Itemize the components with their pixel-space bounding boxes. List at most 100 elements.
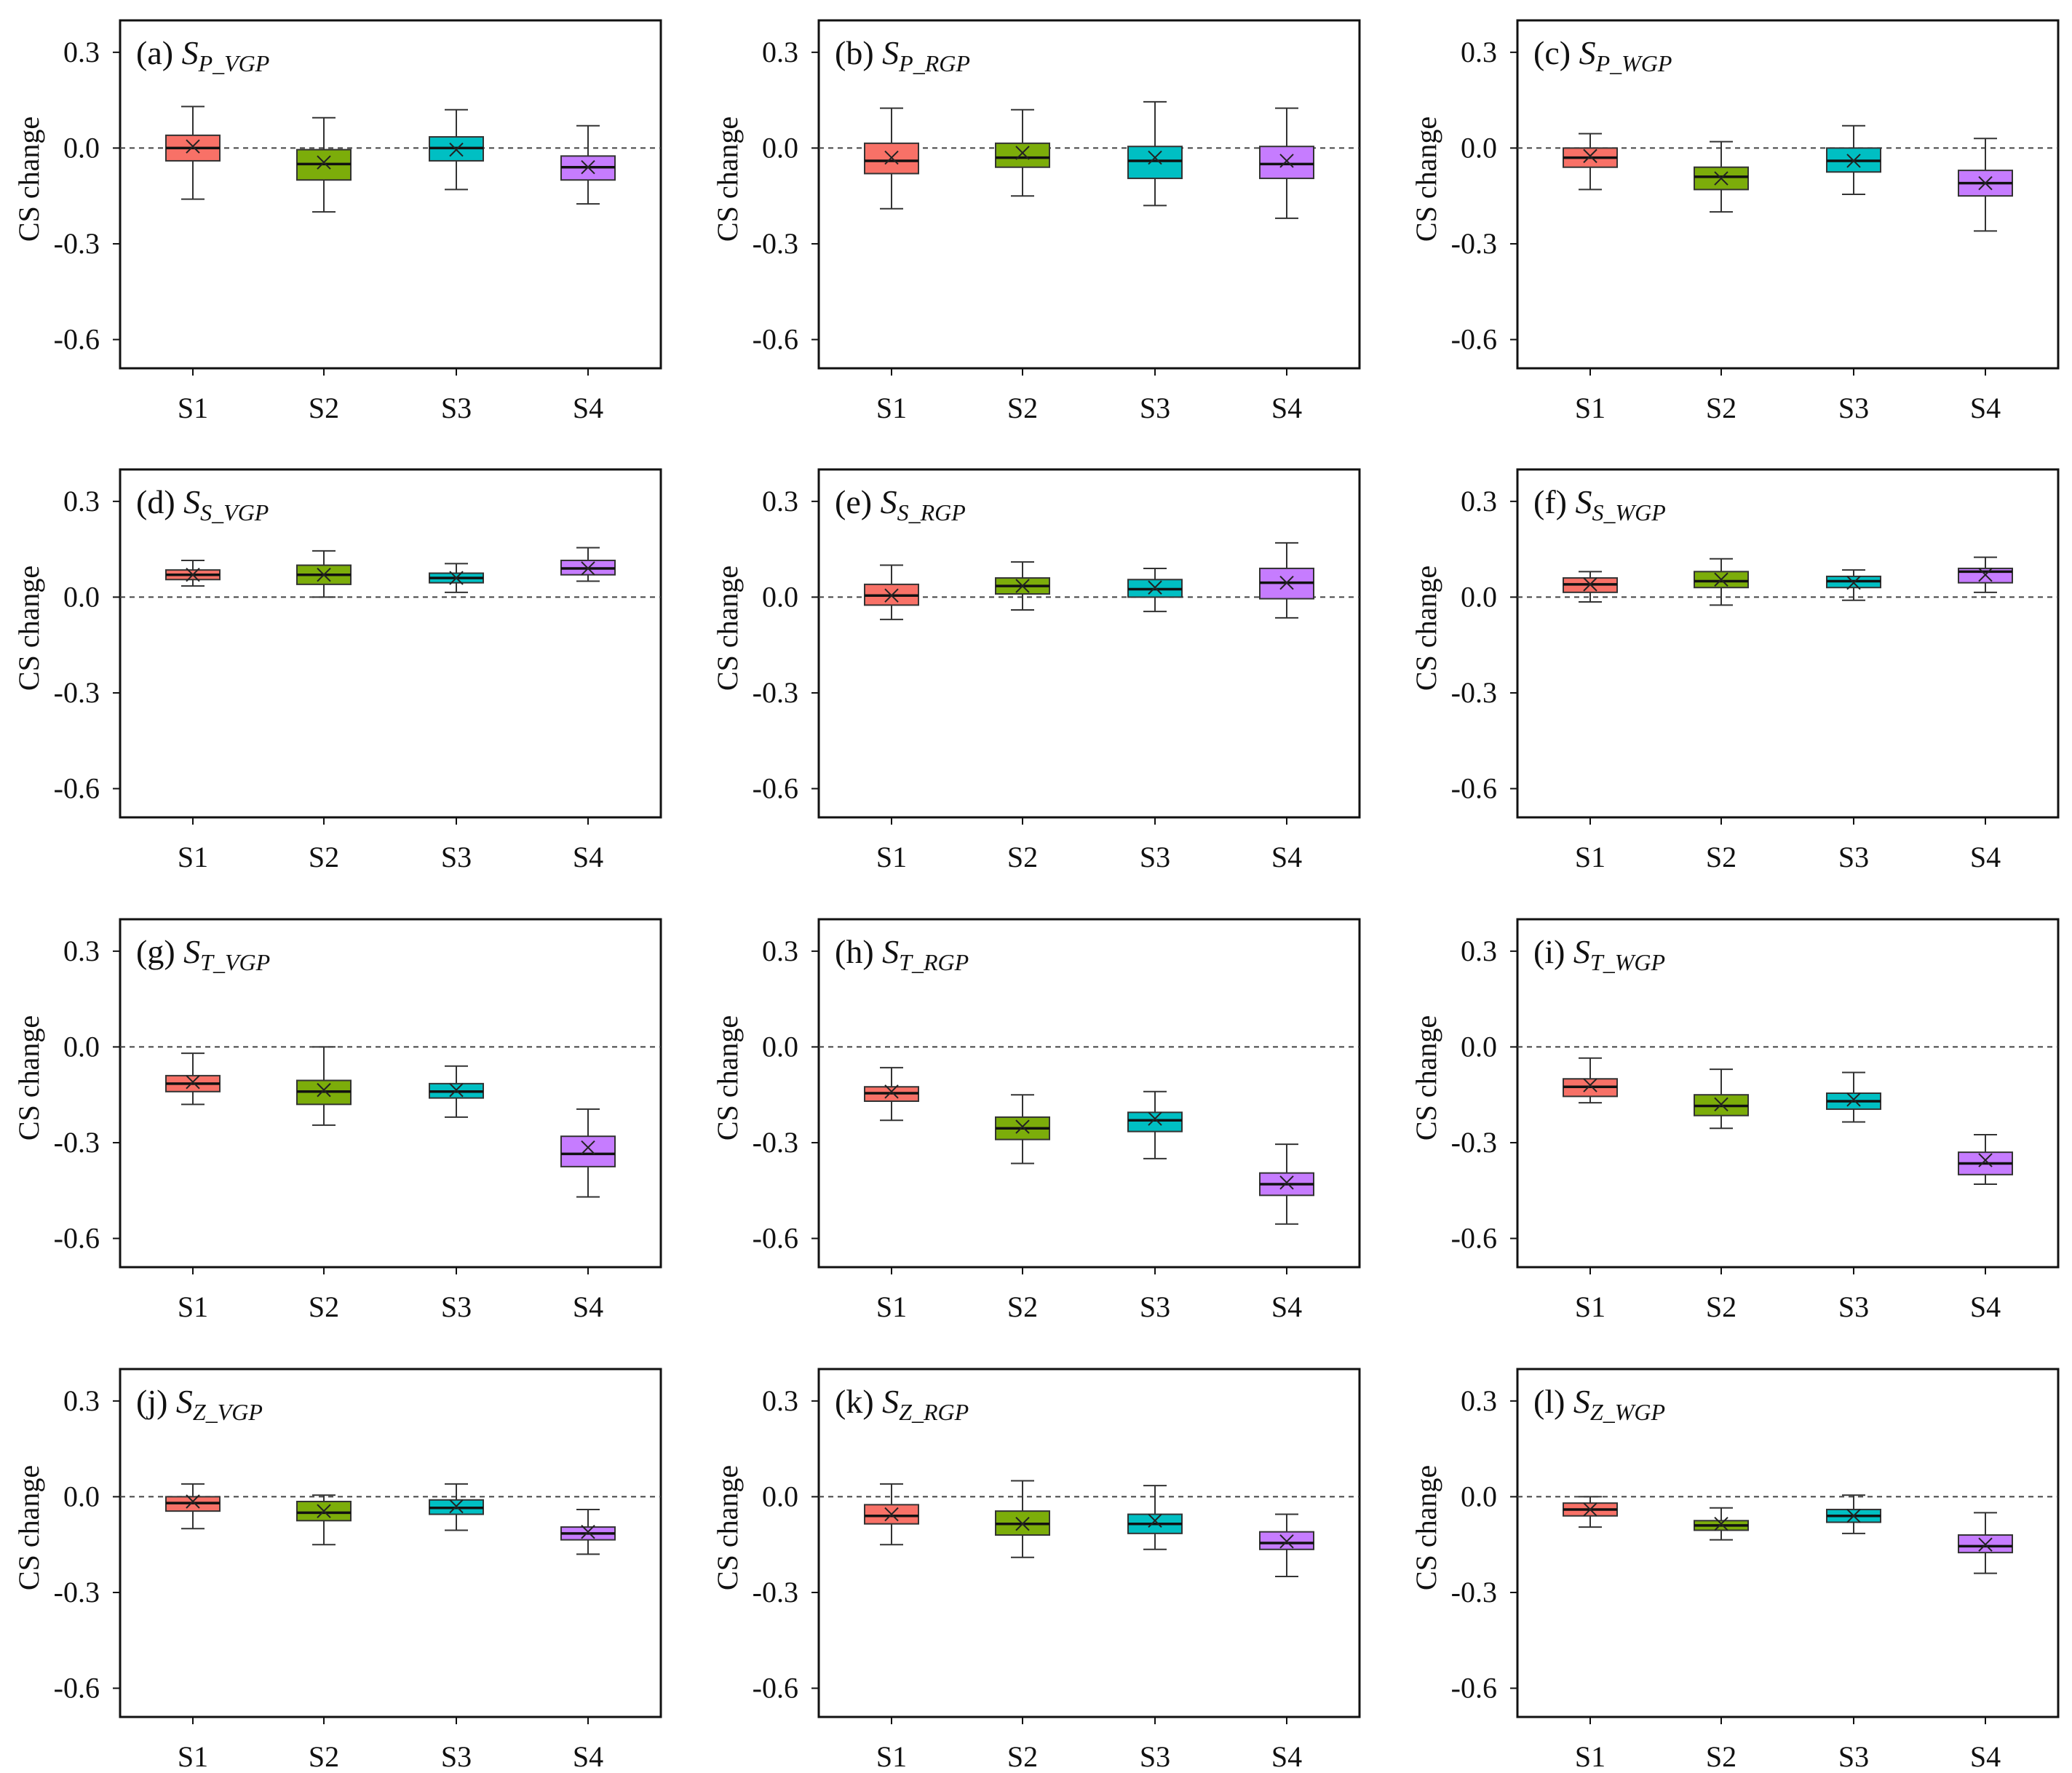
box-s1 — [864, 1066, 919, 1122]
mean-marker — [1148, 1111, 1162, 1126]
box-s4 — [1958, 1512, 2013, 1574]
box-s1 — [1563, 571, 1618, 603]
panel-title: (g) ST_VGP — [136, 933, 270, 975]
box-s4 — [1259, 1143, 1314, 1225]
mean-marker — [186, 568, 200, 582]
category-label: S2 — [1706, 1290, 1736, 1323]
panel-title: (f) SS_WGP — [1533, 483, 1666, 525]
box-s4 — [1259, 542, 1314, 619]
category-label: S4 — [1271, 1290, 1302, 1323]
mean-marker — [1978, 175, 1993, 191]
category-label: S1 — [178, 1290, 208, 1323]
y-tick-label: -0.6 — [54, 1672, 100, 1705]
panel-label: (b) — [835, 34, 882, 71]
y-tick-label: -0.3 — [1451, 1576, 1497, 1609]
plot-frame — [119, 468, 662, 819]
y-tick-label: -0.6 — [54, 772, 100, 805]
y-tick-label: -0.6 — [54, 1222, 100, 1255]
mean-marker — [1015, 1516, 1030, 1531]
panel-label: (h) — [835, 933, 882, 970]
box-s1 — [165, 106, 221, 200]
box-s2 — [296, 1046, 352, 1126]
box-s3 — [1826, 1494, 1881, 1534]
box-s4 — [1958, 138, 2013, 232]
y-tick-label: 0.0 — [762, 1480, 798, 1512]
y-axis-label: CS change — [711, 116, 744, 242]
category-label: S1 — [876, 392, 907, 424]
panel-symbol: S — [1573, 933, 1590, 970]
mean-marker — [1714, 572, 1728, 587]
y-tick-label: -0.6 — [1451, 1672, 1497, 1705]
panel-subscript: Z_RGP — [899, 1399, 969, 1425]
category-label: S4 — [1271, 1740, 1302, 1773]
y-axis-label: CS change — [12, 1465, 45, 1590]
category-label: S1 — [876, 841, 907, 873]
plot-frame — [1516, 918, 2060, 1269]
panel-symbol: S — [1573, 1383, 1590, 1420]
panel-symbol: S — [183, 933, 200, 970]
mean-marker — [581, 1524, 595, 1539]
box-s4 — [1958, 1134, 2013, 1185]
mean-marker — [884, 1507, 899, 1522]
panel-c: 0.3 0.0 -0.3 -0.6 CS change S1 S2 S3 S4 (c) SP_WG… — [1410, 19, 2060, 424]
panel-subscript: T_WGP — [1590, 949, 1665, 975]
mean-marker — [1015, 1119, 1030, 1134]
y-tick-label: 0.0 — [63, 580, 100, 613]
box-s2 — [1694, 140, 1749, 213]
y-axis-label: CS change — [711, 566, 744, 691]
category-label: S1 — [1575, 1740, 1605, 1773]
mean-marker — [884, 1084, 899, 1099]
box-s2 — [995, 108, 1050, 197]
mean-marker — [1583, 1078, 1597, 1092]
box-s3 — [1127, 567, 1183, 613]
y-tick-label: 0.0 — [1461, 580, 1497, 613]
category-label: S3 — [1838, 1740, 1869, 1773]
mean-marker — [1714, 171, 1728, 186]
panel-title: (a) SP_VGP — [136, 34, 269, 76]
mean-marker — [449, 1499, 464, 1514]
panel-i: 0.3 0.0 -0.3 -0.6 CS change S1 S2 S3 S4 (i) ST_WG… — [1410, 918, 2060, 1323]
box-s3 — [1826, 1071, 1881, 1123]
mean-marker — [1846, 1092, 1861, 1107]
panel-label: (d) — [136, 483, 183, 520]
mean-marker — [1978, 1537, 1993, 1552]
y-axis-label: CS change — [1410, 116, 1442, 242]
panel-subscript: S_RGP — [897, 499, 966, 525]
mean-marker — [581, 561, 595, 576]
box-s3 — [429, 1065, 484, 1118]
panel-title: (l) SZ_WGP — [1533, 1383, 1665, 1425]
y-tick-label: -0.3 — [54, 676, 100, 709]
y-tick-label: 0.3 — [63, 935, 100, 967]
category-label: S2 — [1007, 1290, 1038, 1323]
panel-symbol: S — [882, 933, 899, 970]
y-tick-label: 0.0 — [1461, 1030, 1497, 1063]
box-s2 — [296, 116, 352, 213]
panel-label: (g) — [136, 933, 183, 970]
box-body — [1127, 1111, 1183, 1133]
mean-marker — [1148, 1513, 1162, 1528]
category-label: S1 — [1575, 392, 1605, 424]
y-axis-label: CS change — [1410, 1465, 1442, 1590]
mean-marker — [1978, 568, 1993, 582]
mean-marker — [449, 571, 464, 585]
y-tick-label: -0.3 — [54, 1126, 100, 1159]
category-label: S3 — [1140, 841, 1170, 873]
panel-k: 0.3 0.0 -0.3 -0.6 CS change S1 S2 S3 S4 (k) SZ_RG… — [711, 1368, 1361, 1773]
panel-subscript: Z_WGP — [1590, 1399, 1665, 1425]
mean-marker — [186, 139, 200, 154]
category-label: S2 — [1007, 1740, 1038, 1773]
panel-subscript: S_WGP — [1592, 499, 1665, 525]
y-tick-label: -0.3 — [1451, 676, 1497, 709]
mean-marker — [581, 1140, 595, 1155]
panel-symbol: S — [176, 1383, 193, 1420]
y-tick-label: -0.6 — [1451, 323, 1497, 356]
box-body — [1259, 146, 1314, 180]
mean-marker — [1279, 575, 1294, 590]
y-axis-label: CS change — [12, 1015, 45, 1141]
mean-marker — [1846, 1509, 1861, 1523]
category-label: S2 — [1007, 392, 1038, 424]
mean-marker — [884, 150, 899, 165]
mean-marker — [1846, 154, 1861, 168]
panel-label: (f) — [1533, 483, 1575, 520]
box-body — [1694, 166, 1749, 191]
